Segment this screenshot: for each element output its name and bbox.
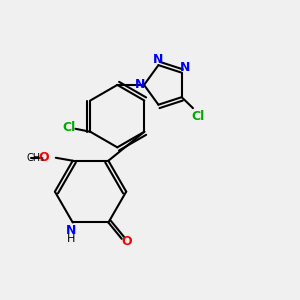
Text: H: H <box>67 234 75 244</box>
Text: N: N <box>153 53 164 66</box>
Text: N: N <box>180 61 190 74</box>
Text: N: N <box>66 224 76 237</box>
Text: O: O <box>39 151 49 164</box>
Text: Cl: Cl <box>191 110 205 123</box>
Text: O: O <box>122 235 132 248</box>
Text: Cl: Cl <box>62 121 76 134</box>
Text: N: N <box>134 78 145 91</box>
Text: CH₃: CH₃ <box>26 153 44 163</box>
